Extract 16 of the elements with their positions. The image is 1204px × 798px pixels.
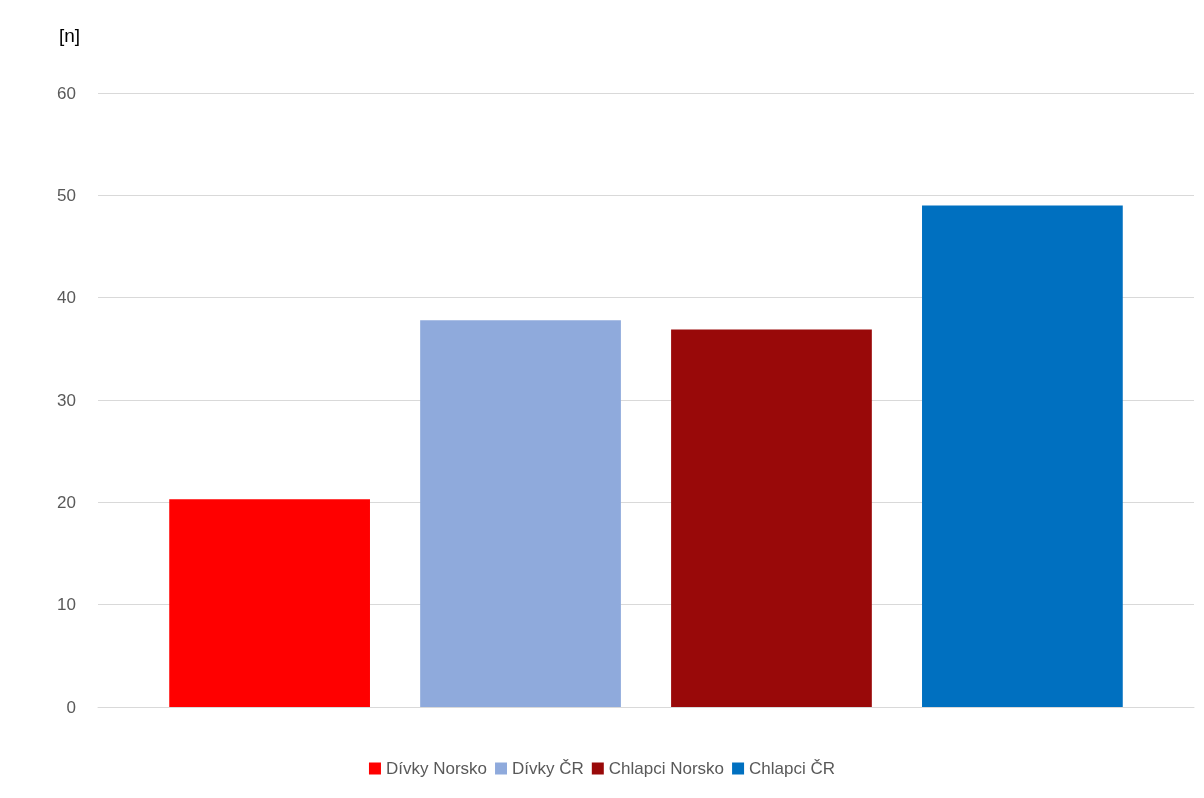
bar	[169, 499, 370, 707]
y-axis-title: [n]	[58, 25, 80, 46]
legend-label: Chlapci ČR	[749, 759, 836, 778]
y-tick-label: 40	[57, 288, 76, 308]
y-tick-label: 60	[57, 83, 76, 103]
bar	[420, 320, 621, 707]
y-tick-label: 50	[57, 185, 76, 205]
y-tick-label: 10	[57, 595, 76, 615]
bar	[671, 329, 872, 707]
legend-label: Chlapci Norsko	[608, 759, 725, 778]
legend-label: Dívky ČR	[512, 759, 584, 778]
legend-label: Dívky Norsko	[385, 759, 488, 778]
y-tick-label: 20	[57, 492, 76, 512]
bar	[922, 205, 1123, 707]
y-tick-label: 30	[57, 390, 76, 410]
y-tick-label: 0	[66, 697, 76, 717]
